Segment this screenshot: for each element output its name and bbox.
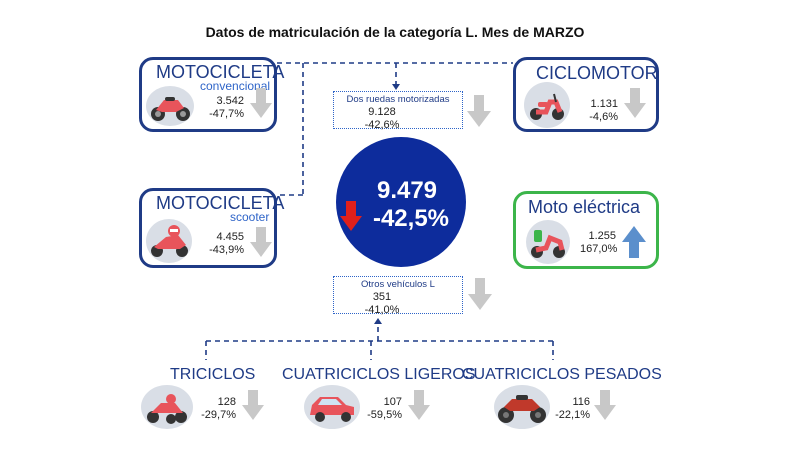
cuatriciclos-pesados-change: -22,1% <box>555 409 590 421</box>
down-arrow-icon <box>242 390 264 420</box>
motocicleta-convencional-card: MOTOCICLETA convencional 3.542 -47,7% <box>139 57 284 132</box>
cuatriciclos-pesados-count: 116 <box>572 396 590 408</box>
dos-ruedas-change: -42,6% <box>364 119 400 131</box>
card-subtitle: scooter <box>230 210 270 224</box>
total-circle: 9.479 -42,5% <box>336 137 466 267</box>
cuatriciclos-ligeros-title: CUATRICICLOS LIGEROS <box>282 366 476 383</box>
dos-ruedas-count: 9.128 <box>368 106 396 118</box>
up-arrow-icon <box>622 226 646 258</box>
cuatriciclos-pesados-title: CUATRICICLOS PESADOS <box>462 366 662 383</box>
card-title: MOTOCICLETA <box>156 62 285 82</box>
cuatriciclos-ligeros-change: -59,5% <box>367 409 402 421</box>
moto-electrica-card: Moto eléctrica 1.255 167,0% <box>513 191 659 269</box>
microcar-icon <box>304 385 360 429</box>
card-values: 3.542 -47,7% <box>208 95 244 121</box>
triciclos-count: 128 <box>217 396 236 408</box>
card-values: 1.255 167,0% <box>580 230 618 256</box>
card-title: Moto eléctrica <box>528 197 641 217</box>
triciclos-change: -29,7% <box>201 409 236 421</box>
card-title: CICLOMOTOR <box>536 63 658 83</box>
triciclos-values: 128 -29,7% <box>196 396 236 422</box>
down-arrow-icon <box>624 88 646 118</box>
cuatriciclos-ligeros-values: 107 -59,5% <box>362 396 402 422</box>
triciclos-title: TRICICLOS <box>170 366 256 383</box>
down-arrow-icon <box>467 95 491 127</box>
card-count: 1.131 <box>590 98 618 110</box>
card-title: MOTOCICLETA <box>156 193 285 213</box>
page-title: Datos de matriculación de la categoría L… <box>205 24 585 40</box>
card-values: 4.455 -43,9% <box>206 231 244 257</box>
trike-icon <box>141 385 193 429</box>
otros-values: 351 -41,0% <box>358 291 406 317</box>
card-change: -4,6% <box>589 111 618 123</box>
dos-ruedas-box: Dos ruedas motorizadas 9.128 -42,6% <box>333 91 463 132</box>
otros-vehiculos-box: Otros vehículos L 351 -41,0% <box>333 276 463 317</box>
card-values: 1.131 -4,6% <box>582 98 618 124</box>
card-count: 4.455 <box>216 231 244 243</box>
card-change: 167,0% <box>580 243 618 255</box>
cuatriciclos-pesados-values: 116 -22,1% <box>552 396 590 422</box>
down-arrow-icon <box>594 390 616 420</box>
dos-ruedas-values: 9.128 -42,6% <box>358 106 406 132</box>
total-count: 9.479 <box>376 177 438 204</box>
card-count: 1.255 <box>588 230 616 242</box>
otros-title: Otros vehículos L <box>361 279 435 290</box>
down-arrow-icon <box>468 278 492 310</box>
total-change: -42,5% <box>372 205 450 232</box>
motocicleta-scooter-card: MOTOCICLETA scooter 4.455 -43,9% <box>139 188 284 268</box>
card-count: 3.542 <box>216 95 244 107</box>
card-change: -43,9% <box>209 244 244 256</box>
card-subtitle: convencional <box>200 79 271 93</box>
down-arrow-icon <box>408 390 430 420</box>
cuatriciclos-ligeros-count: 107 <box>383 396 402 408</box>
red-down-arrow-icon <box>340 201 362 231</box>
card-change: -47,7% <box>209 108 244 120</box>
quad-icon <box>494 385 550 429</box>
down-arrow-icon <box>250 88 272 118</box>
moped-icon <box>524 82 570 128</box>
ciclomotor-card: CICLOMOTOR 1.131 -4,6% <box>513 57 659 132</box>
motorcycle-icon <box>146 86 194 126</box>
electric-scooter-icon <box>526 220 570 264</box>
otros-change: -41,0% <box>364 304 400 316</box>
scooter-icon <box>146 219 192 263</box>
dos-ruedas-title: Dos ruedas motorizadas <box>346 94 450 105</box>
down-arrow-icon <box>250 227 272 257</box>
otros-count: 351 <box>372 291 392 303</box>
